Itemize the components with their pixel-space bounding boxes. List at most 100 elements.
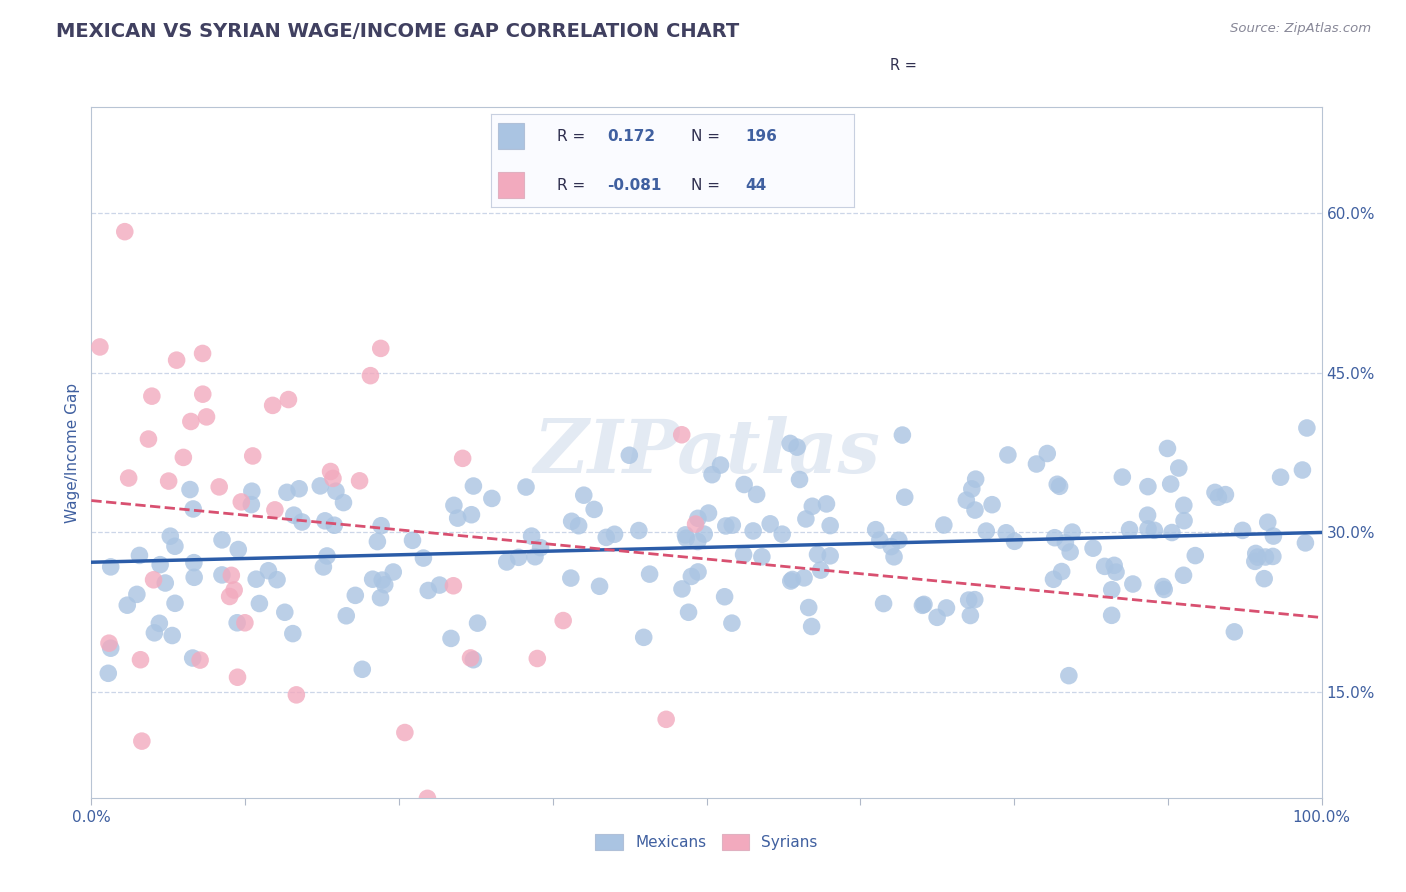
Point <box>678 605 700 619</box>
Point <box>325 484 347 499</box>
Point <box>1153 582 1175 597</box>
Point <box>412 551 434 566</box>
Point <box>1204 485 1226 500</box>
Point <box>801 500 824 514</box>
Point <box>1105 565 1128 579</box>
Point <box>955 493 977 508</box>
Point <box>1294 536 1316 550</box>
Point <box>1152 580 1174 594</box>
Point <box>675 531 697 545</box>
Point <box>1246 550 1268 565</box>
Point <box>231 495 253 509</box>
Point <box>714 519 737 533</box>
Point <box>974 524 997 538</box>
Point <box>709 458 731 472</box>
Point <box>526 651 548 665</box>
Point <box>208 480 231 494</box>
Point <box>686 511 709 525</box>
Point <box>733 548 755 562</box>
Point <box>460 651 482 665</box>
Point <box>1270 470 1292 484</box>
Point <box>1042 572 1064 586</box>
Point <box>1257 515 1279 529</box>
Point <box>1160 477 1182 491</box>
Point <box>141 389 163 403</box>
Point <box>627 524 650 538</box>
Point <box>686 565 709 579</box>
Point <box>1059 545 1081 559</box>
Point <box>520 529 543 543</box>
Point <box>160 628 183 642</box>
Point <box>195 409 218 424</box>
Point <box>733 477 755 491</box>
Point <box>572 488 595 502</box>
Point <box>181 502 204 516</box>
Point <box>1137 522 1160 536</box>
Point <box>793 571 815 585</box>
Point <box>371 573 394 587</box>
Point <box>891 428 914 442</box>
Point <box>257 564 280 578</box>
Point <box>1118 523 1140 537</box>
Point <box>883 549 905 564</box>
Point <box>179 483 201 497</box>
Point <box>810 563 832 577</box>
Point <box>370 518 392 533</box>
Point <box>524 549 547 564</box>
Point <box>806 548 828 562</box>
Point <box>283 508 305 523</box>
Point <box>997 448 1019 462</box>
Point <box>1057 668 1080 682</box>
Point <box>638 567 661 582</box>
Point <box>1263 529 1285 543</box>
Point <box>671 427 693 442</box>
Point <box>603 527 626 541</box>
Text: ZIPatlas: ZIPatlas <box>533 417 880 489</box>
Point <box>323 518 346 533</box>
Point <box>129 653 152 667</box>
Point <box>1081 541 1104 556</box>
Point <box>1111 470 1133 484</box>
Point <box>242 449 264 463</box>
Point <box>418 583 440 598</box>
Point <box>359 368 381 383</box>
Point <box>583 502 606 516</box>
Point <box>751 549 773 564</box>
Point <box>1156 442 1178 456</box>
Point <box>872 597 894 611</box>
Point <box>172 450 194 465</box>
Point <box>529 541 551 555</box>
Point <box>463 479 485 493</box>
Point <box>314 514 336 528</box>
Text: Source: ZipAtlas.com: Source: ZipAtlas.com <box>1230 22 1371 36</box>
Point <box>779 436 801 450</box>
Point <box>277 392 299 407</box>
Point <box>274 605 297 619</box>
Point <box>366 534 388 549</box>
Point <box>166 353 188 368</box>
Point <box>188 653 211 667</box>
Point <box>880 540 903 554</box>
Point <box>1223 624 1246 639</box>
Point <box>893 490 915 504</box>
Point <box>155 576 177 591</box>
Point <box>163 596 186 610</box>
Point <box>226 670 249 684</box>
Point <box>1253 572 1275 586</box>
Point <box>1062 525 1084 540</box>
Point <box>965 472 987 486</box>
Point <box>815 497 838 511</box>
Point <box>742 524 765 538</box>
Point <box>447 511 470 525</box>
Point <box>963 503 986 517</box>
Point <box>97 666 120 681</box>
Point <box>319 465 342 479</box>
Point <box>148 616 170 631</box>
Point <box>262 398 284 412</box>
Point <box>960 482 983 496</box>
Point <box>149 558 172 572</box>
Y-axis label: Wage/Income Gap: Wage/Income Gap <box>65 383 80 523</box>
Point <box>673 528 696 542</box>
Point <box>745 487 768 501</box>
Point <box>451 451 474 466</box>
